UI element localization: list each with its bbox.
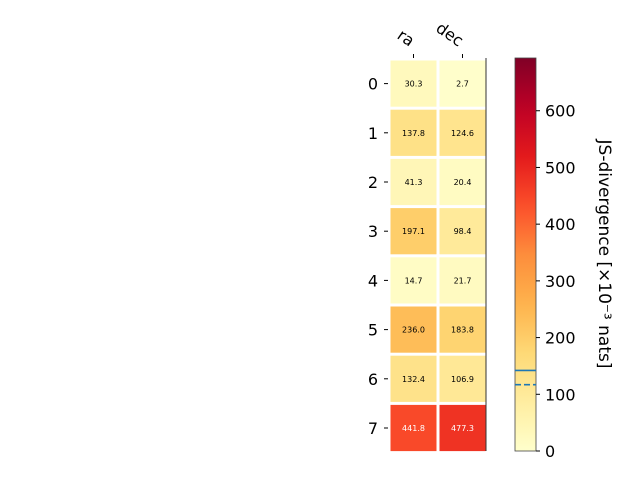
heatmap-cell bbox=[390, 60, 437, 107]
cell-value-label: 41.3 bbox=[405, 178, 423, 187]
cell-value-label: 20.4 bbox=[454, 178, 472, 187]
cell-value-label: 132.4 bbox=[402, 375, 425, 384]
column-label-ra: ra bbox=[394, 25, 418, 50]
heatmap-cell bbox=[439, 306, 486, 353]
cell-value-label: 106.9 bbox=[451, 375, 474, 384]
heatmap-cell bbox=[390, 109, 437, 156]
cell-value-label: 21.7 bbox=[454, 276, 472, 285]
heatmap-cell bbox=[439, 208, 486, 255]
row-label-5: 5 bbox=[368, 321, 378, 340]
row-label-7: 7 bbox=[368, 419, 378, 438]
row-label-4: 4 bbox=[368, 271, 378, 290]
column-label-dec: dec bbox=[433, 18, 467, 50]
colorbar-label: JS-divergence [×10⁻³ nats] bbox=[594, 139, 614, 369]
heatmap-cell bbox=[390, 208, 437, 255]
heatmap-cell bbox=[439, 355, 486, 402]
cell-value-label: 98.4 bbox=[454, 227, 472, 236]
colorbar-tick-label: 0 bbox=[545, 442, 555, 461]
cell-value-label: 477.3 bbox=[451, 424, 474, 433]
cell-value-label: 30.3 bbox=[405, 80, 423, 89]
heatmap-cell bbox=[390, 306, 437, 353]
heatmap-cell bbox=[439, 109, 486, 156]
heatmap-cell bbox=[439, 404, 486, 452]
row-labels: 0 1 2 3 4 5 6 7 bbox=[368, 75, 388, 438]
colorbar: 0 100 200 300 400 500 600 bbox=[514, 57, 576, 461]
heatmap-cell bbox=[439, 60, 486, 107]
colorbar-tick-label: 300 bbox=[545, 272, 576, 291]
heatmap-cell bbox=[390, 158, 437, 206]
heatmap-cell bbox=[439, 257, 486, 304]
cell-value-label: 197.1 bbox=[402, 227, 425, 236]
heatmap-cell bbox=[439, 158, 486, 206]
cell-value-label: 183.8 bbox=[451, 326, 474, 335]
row-label-1: 1 bbox=[368, 124, 378, 143]
cell-value-label: 124.6 bbox=[451, 129, 474, 138]
column-labels: ra dec bbox=[394, 18, 467, 58]
colorbar-tick-label: 600 bbox=[545, 102, 576, 121]
heatmap-cell bbox=[390, 355, 437, 402]
cell-value-label: 137.8 bbox=[402, 129, 425, 138]
colorbar-gradient bbox=[514, 57, 537, 452]
colorbar-tick-label: 500 bbox=[545, 158, 576, 177]
cell-value-label: 14.7 bbox=[405, 276, 423, 285]
row-label-0: 0 bbox=[368, 75, 378, 94]
heatmap-cell bbox=[390, 257, 437, 304]
row-label-3: 3 bbox=[368, 222, 378, 241]
cell-value-label: 236.0 bbox=[402, 326, 425, 335]
colorbar-tick-label: 100 bbox=[545, 385, 576, 404]
colorbar-tick-label: 200 bbox=[545, 329, 576, 348]
heatmap-cell bbox=[390, 404, 437, 452]
row-label-2: 2 bbox=[368, 173, 378, 192]
heatmap-cells: 30.3 2.7 137.8 124.6 41.3 20.4 197.1 98.4 14.7 21… bbox=[390, 60, 486, 452]
row-label-6: 6 bbox=[368, 370, 378, 389]
cell-value-label: 2.7 bbox=[456, 80, 469, 89]
cell-value-label: 441.8 bbox=[402, 424, 425, 433]
colorbar-tick-label: 400 bbox=[545, 215, 576, 234]
